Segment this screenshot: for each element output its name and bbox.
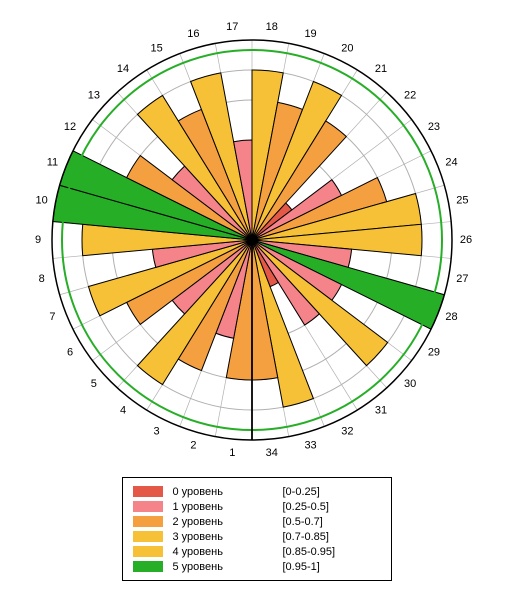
sector-label-20: 20 xyxy=(341,42,353,54)
sector-label-3: 3 xyxy=(154,425,160,437)
legend-name-1: 1 уровень xyxy=(173,501,283,513)
polar-svg: 1234567891011121314151617181920212223242… xyxy=(0,0,513,475)
legend-range-0: [0-0.25] xyxy=(283,486,320,498)
sector-label-9: 9 xyxy=(35,234,41,246)
legend-swatch-2 xyxy=(133,516,163,527)
sector-label-10: 10 xyxy=(36,195,48,207)
sector-label-34: 34 xyxy=(266,447,278,459)
sector-label-17: 17 xyxy=(226,21,238,33)
sector-label-32: 32 xyxy=(341,425,353,437)
sector-label-25: 25 xyxy=(456,195,468,207)
sector-label-7: 7 xyxy=(49,311,55,323)
legend-name-3: 3 уровень xyxy=(173,531,283,543)
legend-row-4: 4 уровень[0.85-0.95] xyxy=(133,544,381,559)
sector-label-33: 33 xyxy=(304,440,316,452)
sector-label-1: 1 xyxy=(229,447,235,459)
legend-swatch-1 xyxy=(133,501,163,512)
sector-label-26: 26 xyxy=(460,234,472,246)
legend-box: 0 уровень[0-0.25]1 уровень[0.25-0.5]2 ур… xyxy=(122,477,392,581)
legend-swatch-5 xyxy=(133,561,163,572)
legend-range-4: [0.85-0.95] xyxy=(283,546,336,558)
sector-label-19: 19 xyxy=(304,28,316,40)
sector-label-6: 6 xyxy=(67,347,73,359)
sector-label-5: 5 xyxy=(91,378,97,390)
legend-range-5: [0.95-1] xyxy=(283,561,320,573)
sector-label-13: 13 xyxy=(88,90,100,102)
sector-label-30: 30 xyxy=(404,378,416,390)
legend-row-2: 2 уровень[0.5-0.7] xyxy=(133,514,381,529)
sector-label-23: 23 xyxy=(428,121,440,133)
sector-label-15: 15 xyxy=(150,42,162,54)
legend-name-4: 4 уровень xyxy=(173,546,283,558)
legend-range-3: [0.7-0.85] xyxy=(283,531,329,543)
sector-label-12: 12 xyxy=(64,121,76,133)
legend-swatch-0 xyxy=(133,486,163,497)
sector-label-21: 21 xyxy=(375,63,387,75)
sector-label-16: 16 xyxy=(187,28,199,40)
sector-label-22: 22 xyxy=(404,90,416,102)
sector-label-29: 29 xyxy=(428,347,440,359)
sector-label-11: 11 xyxy=(47,157,58,169)
sector-label-2: 2 xyxy=(190,440,196,452)
legend-row-1: 1 уровень[0.25-0.5] xyxy=(133,499,381,514)
sector-label-18: 18 xyxy=(266,21,278,33)
sector-label-28: 28 xyxy=(445,311,457,323)
legend-row-5: 5 уровень[0.95-1] xyxy=(133,559,381,574)
legend-name-2: 2 уровень xyxy=(173,516,283,528)
legend-row-3: 3 уровень[0.7-0.85] xyxy=(133,529,381,544)
sector-label-4: 4 xyxy=(120,405,126,417)
sector-label-27: 27 xyxy=(456,273,468,285)
legend-row-0: 0 уровень[0-0.25] xyxy=(133,484,381,499)
polar-chart: 1234567891011121314151617181920212223242… xyxy=(0,0,513,475)
legend-swatch-4 xyxy=(133,546,163,557)
sector-label-31: 31 xyxy=(375,405,387,417)
legend-swatch-3 xyxy=(133,531,163,542)
legend-range-2: [0.5-0.7] xyxy=(283,516,323,528)
legend-name-5: 5 уровень xyxy=(173,561,283,573)
legend-range-1: [0.25-0.5] xyxy=(283,501,329,513)
sector-label-14: 14 xyxy=(117,63,129,75)
sector-label-8: 8 xyxy=(39,273,45,285)
sector-label-24: 24 xyxy=(445,157,457,169)
legend-name-0: 0 уровень xyxy=(173,486,283,498)
